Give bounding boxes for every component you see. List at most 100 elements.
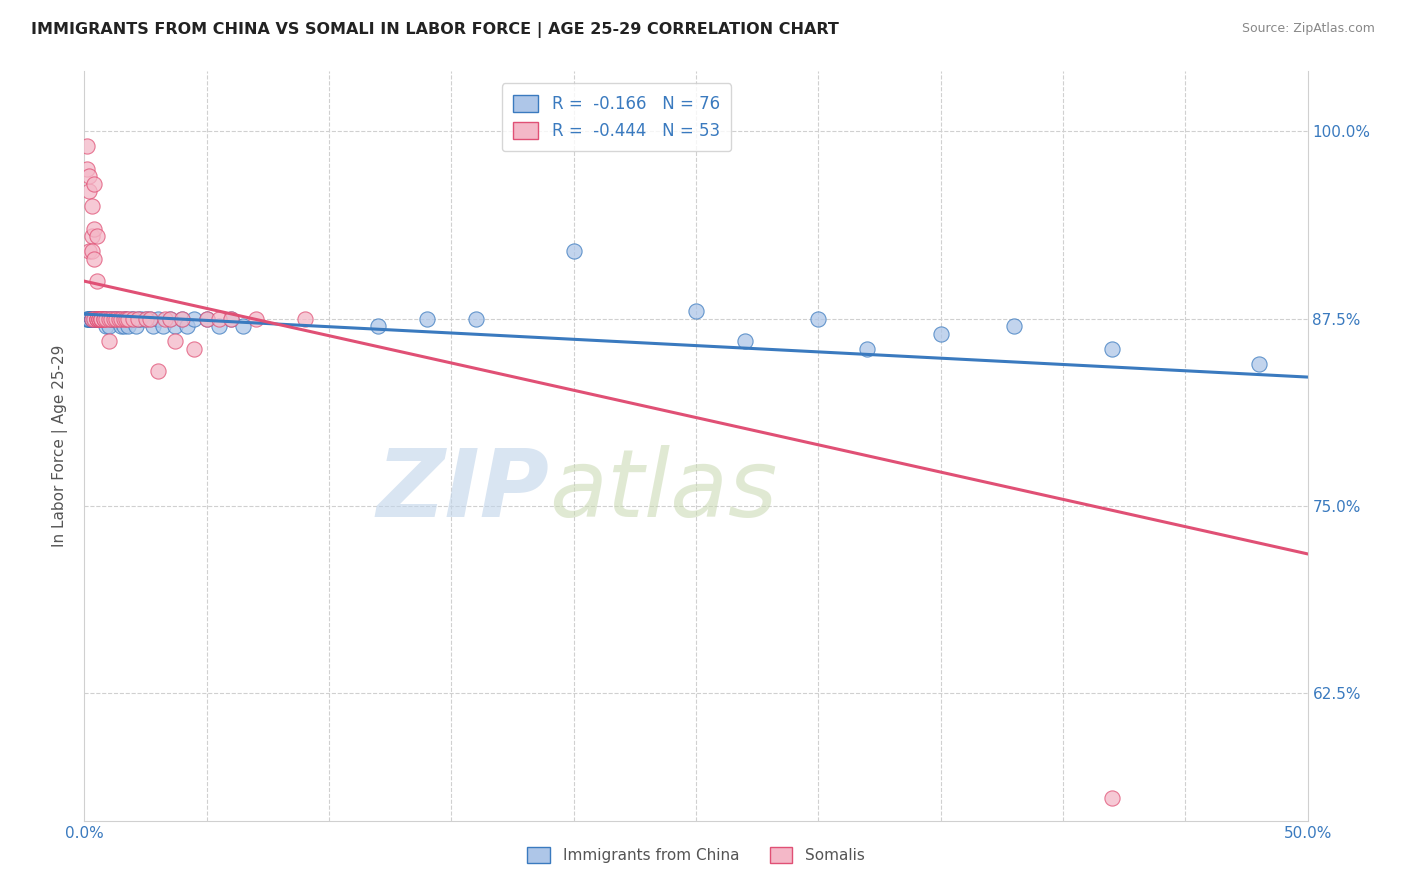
Point (105, 311, 128, 326)
Point (734, 334, 756, 348)
Point (135, 311, 157, 326)
Point (86, 311, 108, 326)
Point (100, 311, 122, 326)
Point (1002, 319, 1025, 334)
Point (159, 311, 181, 326)
Text: ZIP: ZIP (377, 445, 550, 537)
Point (93, 311, 115, 326)
Point (117, 319, 139, 334)
Point (122, 311, 145, 326)
Point (112, 311, 135, 326)
Point (87, 311, 110, 326)
Y-axis label: In Labor Force | Age 25-29: In Labor Force | Age 25-29 (52, 345, 69, 547)
Point (219, 311, 242, 326)
Point (86, 311, 108, 326)
Point (97, 311, 120, 326)
Text: Source: ZipAtlas.com: Source: ZipAtlas.com (1241, 22, 1375, 36)
Point (112, 319, 135, 334)
Point (87, 311, 110, 326)
Point (1101, 342, 1123, 356)
Point (125, 319, 148, 334)
Point (139, 311, 162, 326)
Point (176, 319, 198, 334)
Point (163, 334, 186, 348)
Point (195, 311, 218, 326)
Point (77, 311, 100, 326)
Point (117, 311, 139, 326)
Point (90, 311, 112, 326)
Point (80, 311, 103, 326)
Point (122, 311, 145, 326)
Point (103, 311, 125, 326)
Point (90, 311, 112, 326)
Point (80, 229, 103, 244)
Point (80, 311, 103, 326)
Text: IMMIGRANTS FROM CHINA VS SOMALI IN LABOR FORCE | AGE 25-29 CORRELATION CHART: IMMIGRANTS FROM CHINA VS SOMALI IN LABOR… (31, 22, 839, 38)
Point (172, 311, 194, 326)
Point (183, 311, 205, 326)
Point (103, 311, 125, 326)
Point (76, 311, 98, 326)
Point (245, 311, 267, 326)
Point (367, 319, 389, 334)
Point (1247, 357, 1270, 371)
Point (120, 311, 142, 326)
Point (153, 311, 176, 326)
Point (183, 342, 205, 356)
Point (115, 311, 138, 326)
Point (232, 319, 254, 334)
Point (86, 274, 108, 288)
Point (83, 311, 105, 326)
Point (110, 311, 132, 326)
Point (219, 311, 242, 326)
Point (83, 252, 105, 266)
Point (107, 311, 129, 326)
Point (83, 311, 105, 326)
Point (80, 311, 103, 326)
Point (208, 311, 231, 326)
Point (80, 311, 103, 326)
Point (80, 199, 103, 213)
Point (152, 319, 174, 334)
Point (112, 311, 135, 326)
Point (76, 161, 98, 176)
Point (86, 229, 108, 244)
Point (90, 311, 112, 326)
Point (100, 311, 122, 326)
Point (208, 319, 231, 334)
Point (83, 311, 105, 326)
Point (97, 311, 120, 326)
Point (416, 311, 439, 326)
Point (77, 169, 100, 184)
Point (87, 311, 110, 326)
Point (83, 311, 105, 326)
Point (685, 304, 707, 318)
Point (83, 311, 105, 326)
Point (83, 311, 105, 326)
Point (83, 311, 105, 326)
Point (146, 364, 169, 378)
Point (93, 311, 115, 326)
Point (77, 311, 100, 326)
Point (146, 311, 169, 326)
Legend: Immigrants from China, Somalis: Immigrants from China, Somalis (522, 841, 870, 869)
Point (80, 311, 103, 326)
Point (80, 311, 103, 326)
Point (172, 311, 194, 326)
Point (856, 342, 879, 356)
Point (87, 311, 110, 326)
Point (77, 244, 100, 259)
Point (77, 311, 100, 326)
Point (86, 311, 108, 326)
Point (96, 319, 118, 334)
Point (93, 311, 115, 326)
Point (97, 319, 120, 334)
Point (77, 184, 100, 198)
Point (96, 311, 118, 326)
Point (195, 311, 218, 326)
Point (96, 311, 118, 326)
Point (107, 311, 129, 326)
Point (163, 319, 186, 334)
Point (80, 244, 103, 259)
Point (93, 311, 115, 326)
